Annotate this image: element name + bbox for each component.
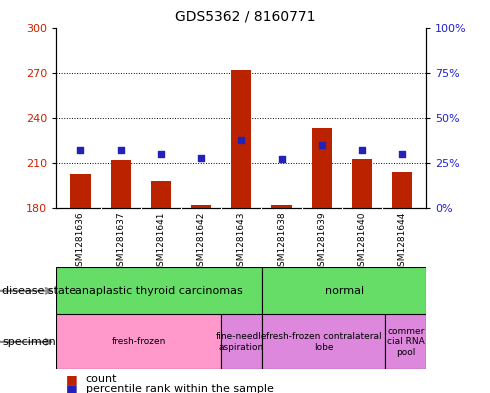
Text: fresh-frozen contralateral
lobe: fresh-frozen contralateral lobe (266, 332, 381, 352)
Bar (56, 314, 221, 369)
Text: GSM1281636: GSM1281636 (76, 211, 85, 272)
Text: GSM1281640: GSM1281640 (358, 211, 367, 272)
Bar (352, 158, 372, 208)
Point (238, 136, 245, 143)
Point (117, 147, 124, 154)
Text: GSM1281637: GSM1281637 (116, 211, 125, 272)
Bar (262, 267, 426, 314)
Text: specimen: specimen (2, 337, 56, 347)
Text: fresh-frozen: fresh-frozen (111, 338, 166, 346)
Text: ■: ■ (66, 373, 78, 386)
Point (398, 151, 406, 157)
Text: GSM1281639: GSM1281639 (317, 211, 326, 272)
Bar (151, 181, 171, 208)
Text: GSM1281643: GSM1281643 (237, 211, 246, 272)
Point (157, 151, 165, 157)
Bar (111, 160, 131, 208)
Text: ■: ■ (66, 382, 78, 393)
Text: normal: normal (324, 286, 364, 296)
Text: commer
cial RNA
pool: commer cial RNA pool (387, 327, 425, 357)
Text: GDS5362 / 8160771: GDS5362 / 8160771 (175, 10, 315, 24)
Bar (385, 314, 426, 369)
Point (197, 154, 205, 161)
Point (358, 147, 366, 154)
Bar (271, 205, 292, 208)
Text: count: count (86, 374, 117, 384)
Text: GSM1281638: GSM1281638 (277, 211, 286, 272)
Point (278, 156, 286, 163)
Bar (231, 70, 251, 208)
Text: GSM1281642: GSM1281642 (196, 211, 206, 272)
Bar (221, 314, 262, 369)
Point (76, 147, 84, 154)
Text: anaplastic thyroid carcinomas: anaplastic thyroid carcinomas (75, 286, 243, 296)
Bar (262, 314, 385, 369)
Text: GSM1281644: GSM1281644 (398, 211, 407, 272)
Point (318, 142, 326, 148)
Bar (56, 267, 262, 314)
Bar (312, 129, 332, 208)
Bar (392, 172, 412, 208)
Bar (71, 174, 91, 208)
Text: fine-needle
aspiration: fine-needle aspiration (216, 332, 267, 352)
Text: percentile rank within the sample: percentile rank within the sample (86, 384, 273, 393)
Text: GSM1281641: GSM1281641 (156, 211, 166, 272)
Text: disease state: disease state (2, 286, 76, 296)
Bar (191, 205, 211, 208)
